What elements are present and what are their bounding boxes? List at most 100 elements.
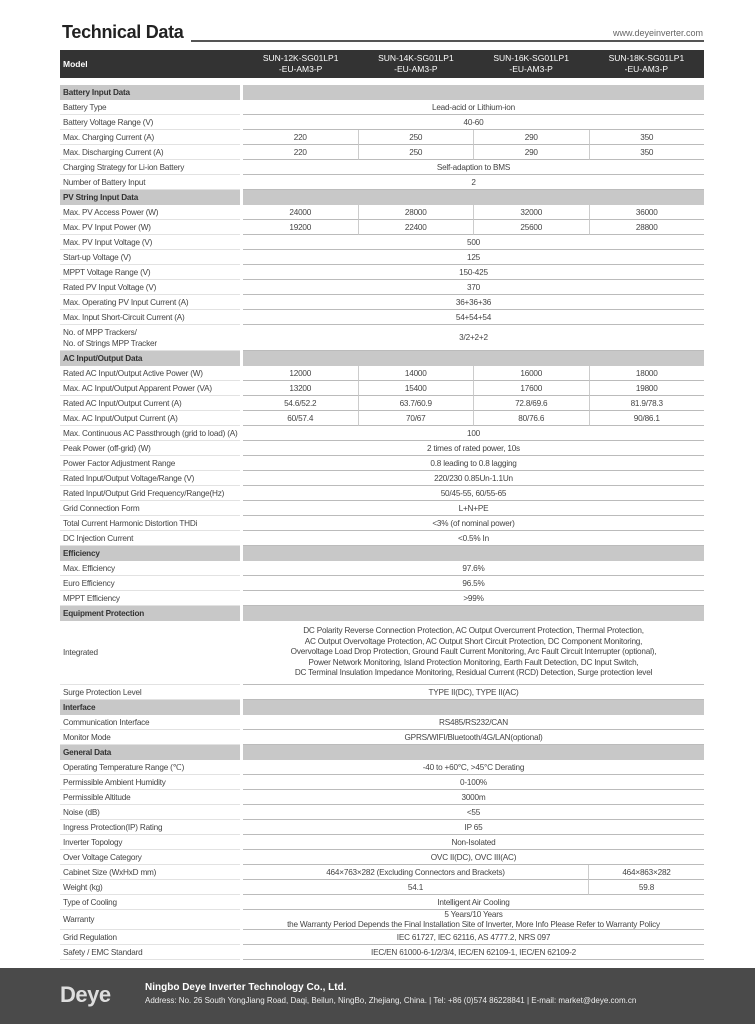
spec-label: Battery Voltage Range (V) <box>60 115 240 130</box>
spec-values: 54.1 59.8 <box>243 880 704 895</box>
spec-value: 3/2+2+2 <box>243 325 704 351</box>
model-name: SUN-14K-SG01LP1 -EU-AM3-P <box>378 53 454 74</box>
spec-label: Max. Efficiency <box>60 561 240 576</box>
section-header: Efficiency <box>60 546 704 561</box>
spec-label: Safety / EMC Standard <box>60 945 240 960</box>
spec-value: Lead-acid or Lithium-ion <box>243 100 704 115</box>
spec-value: 36000 <box>588 205 704 220</box>
table-row: Euro Efficiency 96.5% <box>60 576 704 591</box>
spec-value: 81.9/78.3 <box>588 396 704 411</box>
spec-values: 150-425 <box>243 265 704 280</box>
spec-values: DC Polarity Reverse Connection Protectio… <box>243 621 704 685</box>
spec-value: <3% (of nominal power) <box>243 516 704 531</box>
spec-values: 3000m <box>243 790 704 805</box>
spec-value: OVC II(DC), OVC III(AC) <box>243 850 704 865</box>
spec-label: Surge Protection Level <box>60 685 240 700</box>
table-row: No. of MPP Trackers/ No. of Strings MPP … <box>60 325 704 351</box>
title-underline <box>191 40 704 42</box>
spec-value: 220 <box>243 130 358 145</box>
model-name: SUN-12K-SG01LP1 -EU-AM3-P <box>262 53 339 74</box>
table-row: Inverter Topology Non-Isolated <box>60 835 704 850</box>
spec-value: 290 <box>473 145 589 160</box>
spec-value: 97.6% <box>243 561 704 576</box>
table-row: Number of Battery Input 2 <box>60 175 704 190</box>
table-row: Permissible Ambient Humidity 0-100% <box>60 775 704 790</box>
spec-value: 70/67 <box>357 411 473 426</box>
table-row: DC Injection Current <0.5% In <box>60 531 704 546</box>
spec-value: L+N+PE <box>243 501 704 516</box>
spec-label: Warranty <box>60 910 240 930</box>
spec-value: 60/57.4 <box>243 411 358 426</box>
table-row: MPPT Voltage Range (V) 150-425 <box>60 265 704 280</box>
spec-value: 0.8 leading to 0.8 lagging <box>243 456 704 471</box>
table-row: Monitor Mode GPRS/WIFI/Bluetooth/4G/LAN(o… <box>60 730 704 745</box>
spec-value: 18000 <box>588 366 704 381</box>
spec-values: IEC 61727, IEC 62116, AS 4777.2, NRS 097 <box>243 930 704 945</box>
table-row: Warranty 5 Years/10 Years the Warranty Pe… <box>60 910 704 930</box>
spec-label: Rated AC Input/Output Active Power (W) <box>60 366 240 381</box>
spec-value: <55 <box>243 805 704 820</box>
spec-value: 125 <box>243 250 704 265</box>
spec-value: 96.5% <box>243 576 704 591</box>
spec-value: 150-425 <box>243 265 704 280</box>
spec-value: GPRS/WIFI/Bluetooth/4G/LAN(optional) <box>243 730 704 745</box>
spec-label: Operating Temperature Range (℃) <box>60 760 240 775</box>
spec-values: 220 250 290 350 <box>243 145 704 160</box>
spec-value: Intelligent Air Cooling <box>243 895 704 910</box>
spec-label: Max. PV Input Voltage (V) <box>60 235 240 250</box>
table-row: Type of Cooling Intelligent Air Cooling <box>60 895 704 910</box>
table-row: Integrated DC Polarity Reverse Connection… <box>60 621 704 685</box>
spec-value: 500 <box>243 235 704 250</box>
table-row: Total Current Harmonic Distortion THDi <3… <box>60 516 704 531</box>
spec-values: OVC II(DC), OVC III(AC) <box>243 850 704 865</box>
spec-label: Permissible Altitude <box>60 790 240 805</box>
spec-label: No. of MPP Trackers/ No. of Strings MPP … <box>60 325 240 351</box>
spec-value: 63.7/60.9 <box>357 396 473 411</box>
spec-value: 54+54+54 <box>243 310 704 325</box>
spec-value: 25600 <box>473 220 589 235</box>
spec-label: Max. PV Access Power (W) <box>60 205 240 220</box>
spec-value: IEC 61727, IEC 62116, AS 4777.2, NRS 097 <box>243 930 704 945</box>
model-name: SUN-18K-SG01LP1 -EU-AM3-P <box>608 53 685 74</box>
table-row: Rated Input/Output Grid Frequency/Range(… <box>60 486 704 501</box>
table-row: Max. AC Input/Output Current (A) 60/57.4 7… <box>60 411 704 426</box>
spec-values <box>243 745 704 760</box>
table-row: Rated AC Input/Output Active Power (W) 12… <box>60 366 704 381</box>
spec-values: 370 <box>243 280 704 295</box>
spec-label: Grid Regulation <box>60 930 240 945</box>
spec-label: Ingress Protection(IP) Rating <box>60 820 240 835</box>
spec-value: 370 <box>243 280 704 295</box>
spec-value: 12000 <box>243 366 358 381</box>
spec-value: 24000 <box>243 205 358 220</box>
spec-value: 28000 <box>357 205 473 220</box>
spec-values: L+N+PE <box>243 501 704 516</box>
spec-values: 220 250 290 350 <box>243 130 704 145</box>
table-row: Max. PV Input Voltage (V) 500 <box>60 235 704 250</box>
spec-value: 220 <box>243 145 358 160</box>
spec-label: Power Factor Adjustment Range <box>60 456 240 471</box>
spec-values: 36+36+36 <box>243 295 704 310</box>
spec-table: Battery Input Data Battery Type Lead-acid … <box>60 85 704 960</box>
spec-values <box>243 190 704 205</box>
spec-value: Self-adaption to BMS <box>243 160 704 175</box>
company-name: Ningbo Deye Inverter Technology Co., Ltd… <box>145 982 347 993</box>
spec-label: Max. Continuous AC Passthrough (grid to … <box>60 426 240 441</box>
spec-label: Permissible Ambient Humidity <box>60 775 240 790</box>
table-row: Rated AC Input/Output Current (A) 54.6/52… <box>60 396 704 411</box>
spec-values: 100 <box>243 426 704 441</box>
spec-label: Total Current Harmonic Distortion THDi <box>60 516 240 531</box>
spec-values <box>243 85 704 100</box>
deye-logo: Deye <box>60 982 111 1007</box>
spec-value: 14000 <box>357 366 473 381</box>
table-row: Over Voltage Category OVC II(DC), OVC III… <box>60 850 704 865</box>
table-row: Noise (dB) <55 <box>60 805 704 820</box>
spec-label: Monitor Mode <box>60 730 240 745</box>
section-header: Battery Input Data <box>60 85 704 100</box>
spec-label: MPPT Voltage Range (V) <box>60 265 240 280</box>
spec-label: Max. Charging Current (A) <box>60 130 240 145</box>
spec-values: TYPE II(DC), TYPE II(AC) <box>243 685 704 700</box>
spec-value: 17600 <box>473 381 589 396</box>
spec-value: 350 <box>588 130 704 145</box>
spec-values: Non-Isolated <box>243 835 704 850</box>
spec-value: DC Polarity Reverse Connection Protectio… <box>243 621 704 685</box>
